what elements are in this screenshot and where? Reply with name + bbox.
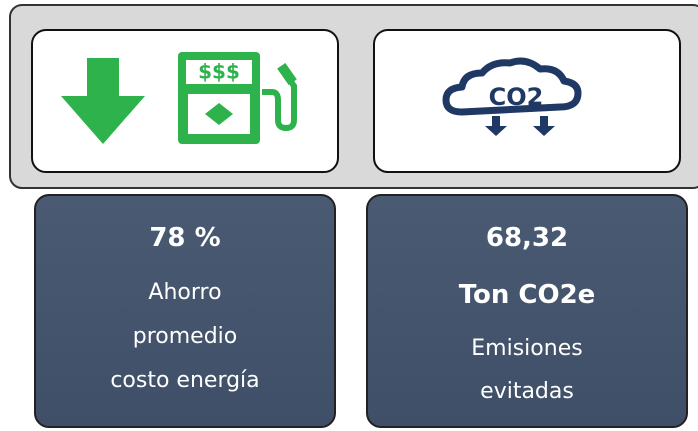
pump-hose [262,70,297,132]
stat-box [366,194,688,428]
co2-icon: CO2 [442,57,582,136]
stat-unit: Ton CO2e [459,280,596,310]
pump-nozzle [277,62,297,86]
icon-panel [373,29,681,173]
stat-label: evitadas [480,379,574,404]
stat-label: promedio [133,324,238,349]
stat-value: 68,32 [486,223,568,253]
stat-label: costo energía [110,368,259,393]
stat-value: 78 % [149,223,220,253]
cloud [442,57,582,116]
savings-icon: $$$ [61,52,297,144]
stat-label: Ahorro [148,280,221,305]
pump-screen [186,60,252,84]
down-arrow [61,58,145,144]
stat-label: Emisiones [471,336,582,361]
co2-arrows [485,116,555,136]
stat-box [34,194,336,428]
co2-text: CO2 [489,83,544,111]
pump-diamond [205,103,233,125]
pump-text: $$$ [198,60,240,84]
